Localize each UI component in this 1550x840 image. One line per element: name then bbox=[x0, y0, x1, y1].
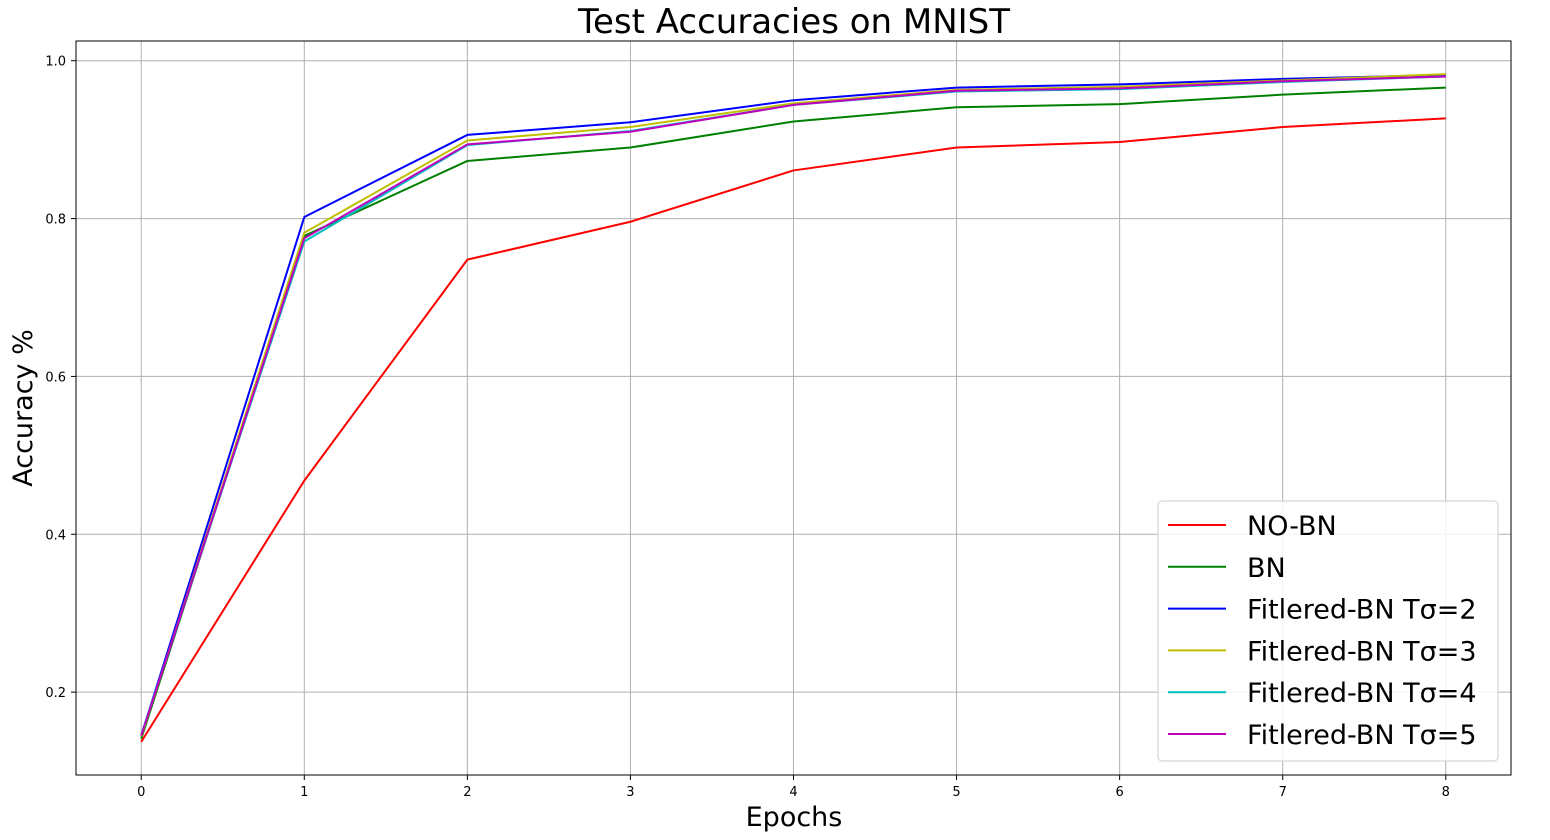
x-tick-label: 0 bbox=[137, 785, 145, 800]
y-tick-label: 0.4 bbox=[45, 528, 66, 543]
legend-label: Fitlered-BN Tσ=5 bbox=[1247, 720, 1477, 751]
x-tick-label: 4 bbox=[789, 785, 797, 800]
legend-label: NO-BN bbox=[1247, 511, 1337, 542]
y-tick-label: 1.0 bbox=[45, 55, 66, 70]
x-tick-label: 8 bbox=[1442, 785, 1450, 800]
legend-label: BN bbox=[1247, 553, 1286, 584]
series-line bbox=[140, 73, 1446, 737]
series-line bbox=[140, 117, 1446, 743]
series-line bbox=[140, 75, 1446, 736]
y-axis-label: Accuracy % bbox=[8, 329, 39, 487]
y-tick-label: 0.8 bbox=[45, 213, 66, 228]
series-line bbox=[140, 73, 1446, 736]
x-tick-label: 7 bbox=[1279, 785, 1287, 800]
y-tick-label: 0.2 bbox=[45, 686, 66, 701]
series-line bbox=[140, 86, 1446, 740]
legend-label: Fitlered-BN Tσ=4 bbox=[1247, 678, 1477, 709]
legend-box bbox=[1157, 500, 1499, 762]
x-tick-label: 2 bbox=[463, 785, 471, 800]
y-axis: 0.2 0.4 0.6 0.8 1.0 bbox=[45, 55, 76, 701]
legend-label: Fitlered-BN Tσ=3 bbox=[1247, 636, 1477, 667]
chart-title: Test Accuracies on MNIST bbox=[577, 2, 1010, 42]
series-lines bbox=[140, 73, 1446, 743]
x-axis-label: Epochs bbox=[746, 802, 843, 833]
x-axis: 0 1 2 3 4 5 6 7 8 bbox=[137, 775, 1450, 800]
legend: NO-BN BN Fitlered-BN Tσ=2 Fitlered-BN Tσ=3 F… bbox=[1157, 500, 1499, 762]
x-tick-label: 1 bbox=[300, 785, 308, 800]
x-tick-label: 6 bbox=[1115, 785, 1123, 800]
legend-label: Fitlered-BN Tσ=2 bbox=[1247, 595, 1477, 626]
x-tick-label: 3 bbox=[626, 785, 634, 800]
y-tick-label: 0.6 bbox=[45, 370, 66, 385]
x-tick-label: 5 bbox=[952, 785, 960, 800]
